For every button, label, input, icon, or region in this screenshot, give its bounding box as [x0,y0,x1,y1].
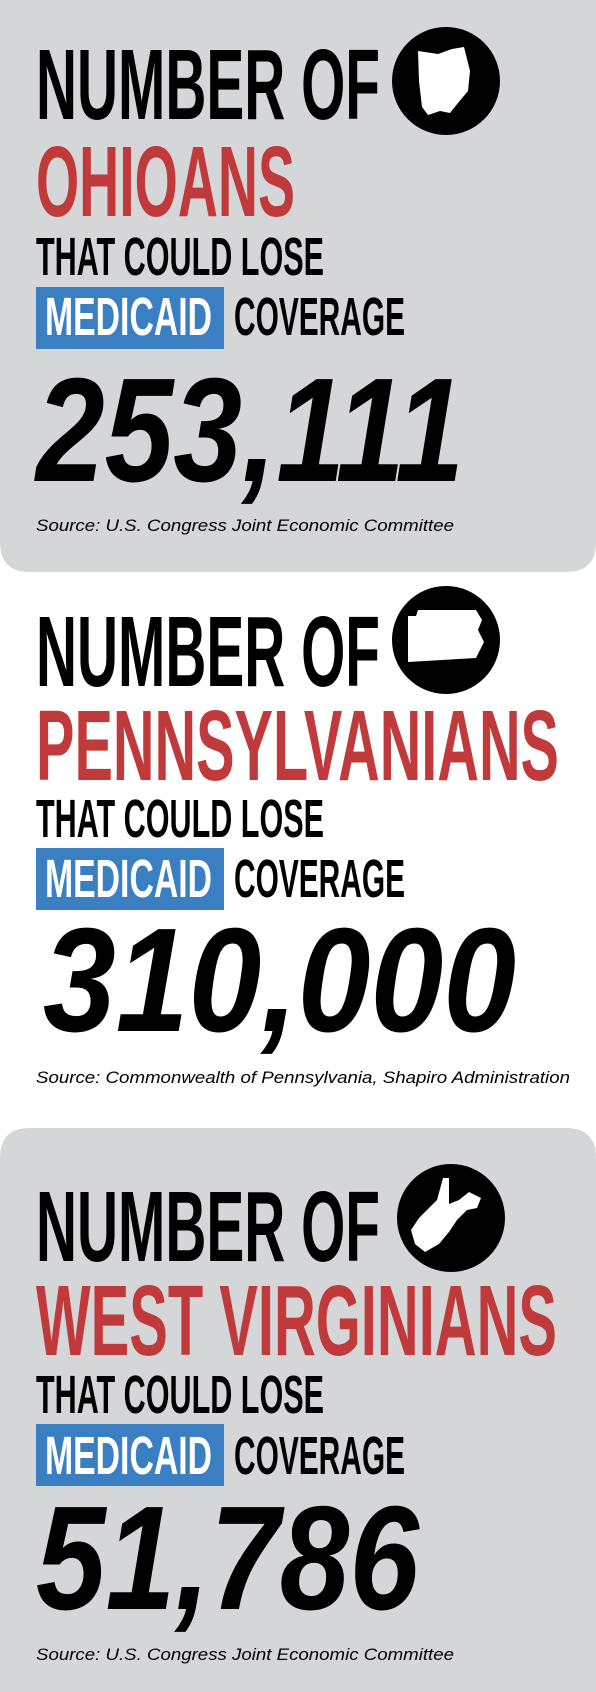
group-name: PENNSYLVANIANS [36,690,559,802]
pennsylvania-icon [392,586,500,694]
ohio-icon [392,27,500,135]
big-number: 253,111 [33,348,464,513]
heading: NUMBER OF [36,1171,380,1283]
subheading: THAT COULD LOSE [36,1365,324,1425]
west-virginia-icon [397,1164,505,1272]
group-name: OHIOANS [36,126,295,238]
highlight-text: MEDICAID [45,287,212,347]
highlight-text: MEDICAID [45,849,212,909]
subheading: COVERAGE [234,849,405,909]
source: Source: Commonwealth of Pennsylvania, Sh… [36,1068,570,1087]
highlight-box [36,1424,224,1486]
heading: NUMBER OF [36,29,380,141]
state-shape [408,610,484,662]
group-name: WEST VIRGINIANS [36,1265,557,1377]
highlight-box [36,848,224,910]
state-shape [411,1178,481,1252]
state-shape [418,47,470,115]
source: Source: U.S. Congress Joint Economic Com… [36,1645,454,1664]
subheading: THAT COULD LOSE [36,789,324,849]
panel-background [0,0,596,572]
heading: NUMBER OF [36,596,380,708]
source: Source: U.S. Congress Joint Economic Com… [36,516,454,535]
highlight-text: MEDICAID [45,1426,212,1486]
highlight-box [36,287,224,349]
subheading: COVERAGE [234,1426,405,1486]
subheading: THAT COULD LOSE [36,227,324,287]
big-number: 310,000 [43,898,516,1063]
big-number: 51,786 [36,1476,420,1641]
subheading: COVERAGE [234,287,405,347]
